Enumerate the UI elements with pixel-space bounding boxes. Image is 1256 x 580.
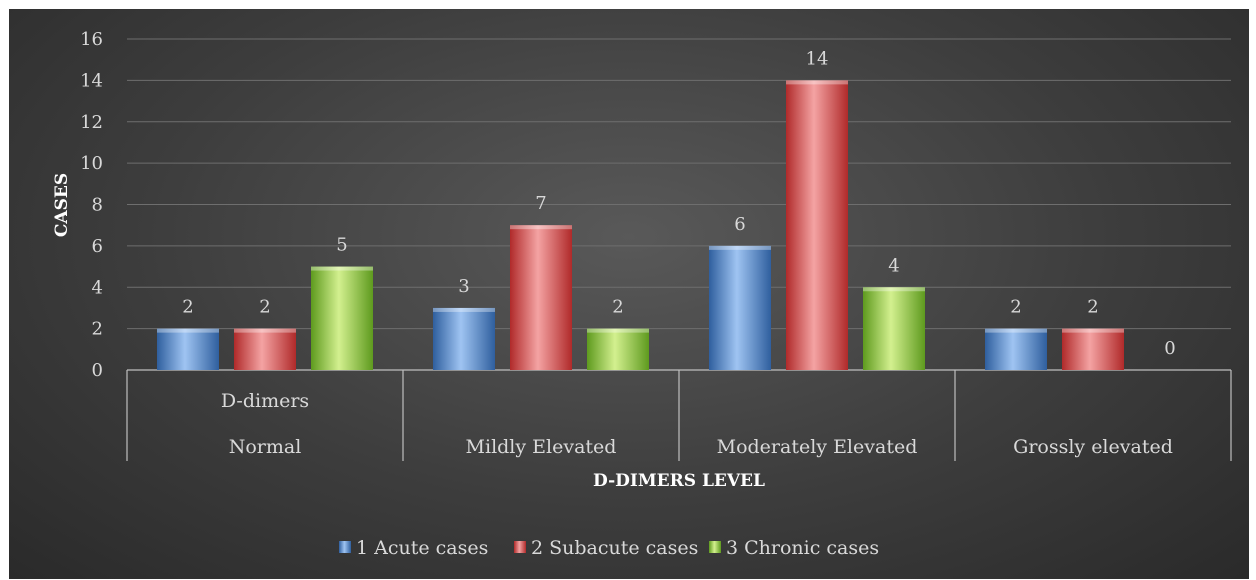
gridlines [127,38,1231,330]
bar-highlight [863,287,925,292]
legend-entry: 3 Chronic cases [726,537,879,559]
bar-highlight [587,328,649,333]
bar-highlight [311,266,373,271]
legend: 1 Acute cases 2 Subacute cases 3 Chronic c… [339,537,879,559]
data-label: 2 [259,297,270,318]
bar [786,80,848,370]
bar [1062,328,1124,370]
category-label: Moderately Elevated [717,436,918,458]
legend-swatch [514,541,526,553]
bar [234,328,296,370]
y-tick-labels: 0 2 4 6 8 10 12 14 16 [80,29,103,381]
bar-highlight [234,328,296,333]
data-label: 2 [182,297,193,318]
data-label: 7 [535,193,546,214]
x-axis-title: D-DIMERS LEVEL [593,471,765,491]
data-label: 3 [458,276,469,297]
data-label: 6 [734,214,745,235]
legend-swatch [709,541,721,553]
data-label: 5 [336,235,347,256]
category-labels: Normal Mildly Elevated Moderately Elevated… [229,436,1173,458]
category-label: Mildly Elevated [466,436,617,458]
bar-highlight [510,225,572,230]
bar-highlight [157,328,219,333]
y-tick-label: 6 [92,236,103,257]
bar [709,245,771,370]
legend-entry: 1 Acute cases [356,537,488,559]
y-tick-label: 0 [92,360,103,381]
group-label: D-dimers [221,390,309,412]
data-label: 4 [888,255,899,276]
data-label: 2 [1087,297,1098,318]
y-tick-label: 4 [92,277,103,298]
y-tick-label: 8 [92,195,103,216]
y-tick-label: 16 [80,29,103,50]
data-labels: 2 2 5 3 7 2 6 14 4 2 2 0 [182,48,1175,359]
data-label: 0 [1164,338,1175,359]
category-label: Grossly elevated [1013,436,1173,458]
bar [157,328,219,370]
bar-highlight [709,245,771,250]
data-label: 2 [612,297,623,318]
bar [311,266,373,370]
bar [433,307,495,370]
bar [587,328,649,370]
legend-entry: 2 Subacute cases [531,537,698,559]
bar [863,287,925,370]
legend-swatch [339,541,351,553]
y-tick-label: 14 [80,70,103,91]
category-label: Normal [229,436,302,458]
bar-highlight [1062,328,1124,333]
data-label: 2 [1010,297,1021,318]
chart-area: 2 2 5 3 7 2 6 14 4 2 2 0 0 2 4 6 8 10 12 14 16 Normal Mildly… [9,9,1249,579]
y-tick-label: 2 [92,319,103,340]
bar-highlight [786,80,848,85]
bar-highlight [433,307,495,312]
y-axis-title: CASES [52,173,72,237]
bar-chart: 2 2 5 3 7 2 6 14 4 2 2 0 0 2 4 6 8 10 12 14 16 Normal Mildly… [52,29,1232,559]
bar-highlight [985,328,1047,333]
data-label: 14 [806,48,829,69]
bar [510,225,572,370]
bars [157,80,1124,370]
bar [985,328,1047,370]
y-tick-label: 10 [80,153,103,174]
y-tick-label: 12 [80,112,103,133]
